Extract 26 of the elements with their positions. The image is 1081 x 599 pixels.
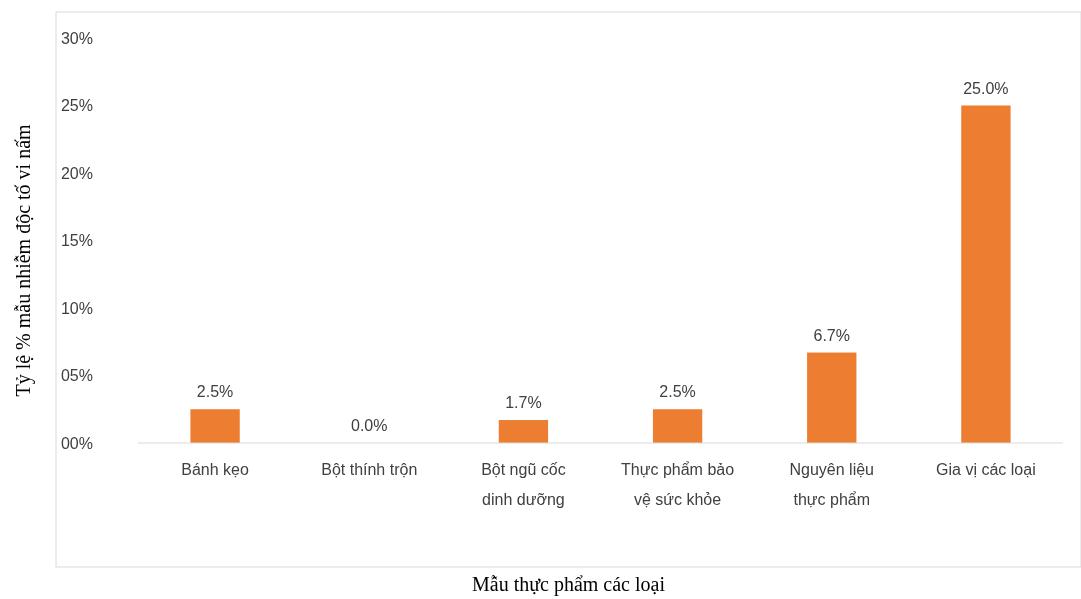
y-tick-label: 25% xyxy=(60,97,93,115)
bar xyxy=(961,105,1011,443)
x-tick-label: Thực phẩm bảo vệ sức khỏe xyxy=(621,461,735,508)
x-axis-title: Mẫu thực phẩm các loại xyxy=(472,573,666,596)
data-label: 25.0% xyxy=(963,79,1009,97)
y-tick-label: 15% xyxy=(60,232,93,250)
bar xyxy=(498,420,549,443)
y-tick-label: 00% xyxy=(60,434,93,452)
data-label: 1.7% xyxy=(505,394,542,412)
bar xyxy=(652,409,703,443)
x-tick-label: Gia vị các loại xyxy=(936,461,1036,478)
x-tick-label: Nguyên liệu thực phẩm xyxy=(789,461,874,508)
y-tick-label: 30% xyxy=(60,29,93,47)
bar xyxy=(807,352,857,443)
y-tick-label: 05% xyxy=(60,367,93,385)
data-label: 2.5% xyxy=(659,383,696,401)
x-tick-label: Bột thính trộn xyxy=(321,461,418,478)
y-tick-label: 10% xyxy=(60,299,93,317)
data-label: 0.0% xyxy=(351,417,388,434)
data-label: 6.7% xyxy=(813,326,850,344)
y-tick-label: 20% xyxy=(60,164,93,182)
bar xyxy=(190,409,240,443)
data-label: 2.5% xyxy=(196,383,234,401)
x-tick-label: Bánh kẹo xyxy=(181,461,249,478)
y-axis-title: Tỷ lệ % mẫu nhiễm độc tố vi nấm xyxy=(12,123,35,397)
x-tick-label: Bột ngũ cốc dinh dưỡng xyxy=(481,461,566,508)
